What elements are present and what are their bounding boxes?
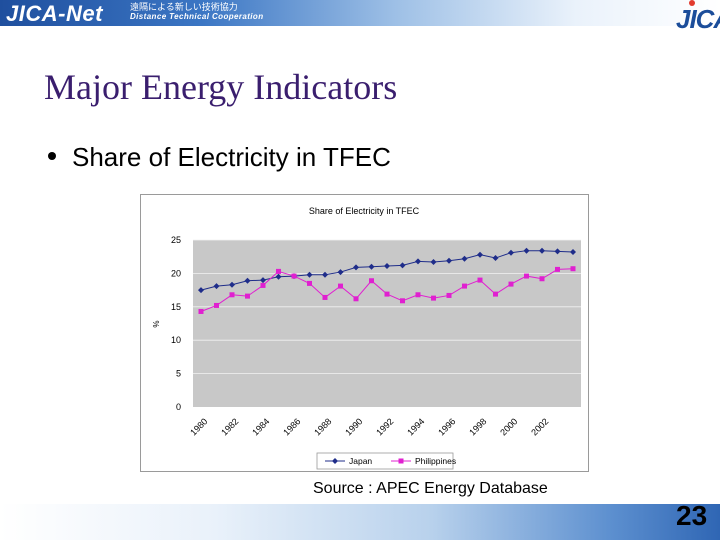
data-point-japan — [477, 251, 483, 258]
data-point-japan — [198, 287, 204, 294]
data-point-philippines — [555, 266, 560, 272]
data-point-philippines — [276, 268, 281, 274]
data-point-philippines — [322, 294, 328, 300]
source-note: Source : APEC Energy Database — [313, 480, 548, 497]
data-point-japan — [337, 269, 344, 276]
data-point-philippines — [477, 277, 483, 283]
data-point-japan — [229, 281, 235, 288]
y-tick-label: 10 — [171, 335, 181, 345]
brand-logo: JICA-Net — [6, 1, 103, 26]
data-point-philippines — [353, 296, 359, 302]
bullet-text: Share of Electricity in TFEC — [72, 142, 391, 172]
legend-marker-philippines — [398, 458, 404, 464]
y-tick-label: 20 — [171, 268, 181, 278]
legend-box — [316, 452, 454, 470]
data-point-philippines — [384, 291, 390, 297]
data-point-japan — [399, 262, 406, 269]
jica-logo-dot-icon — [689, 0, 695, 6]
data-point-japan — [260, 277, 266, 284]
data-point-philippines — [524, 273, 529, 279]
data-point-japan — [539, 247, 545, 254]
x-tick-label: 2000 — [498, 416, 519, 437]
x-tick-label: 1982 — [219, 416, 240, 437]
x-tick-label: 1984 — [250, 416, 271, 437]
header-banner: JICA-Net 遠隔による新しい技術協力 Distance Technical… — [0, 0, 720, 26]
y-tick-label: 5 — [176, 369, 181, 379]
x-tick-label: 1994 — [405, 416, 426, 437]
data-point-philippines — [291, 273, 297, 279]
slide-title: Major Energy Indicators — [44, 67, 398, 107]
data-point-japan — [353, 264, 359, 271]
data-point-philippines — [307, 280, 312, 286]
x-tick-label: 2002 — [529, 416, 550, 437]
data-point-philippines — [198, 308, 204, 314]
data-point-japan — [508, 249, 514, 256]
x-tick-label: 1988 — [312, 416, 333, 437]
data-point-japan — [213, 283, 220, 290]
chart-title: Share of Electricity in TFEC — [309, 206, 420, 216]
data-point-japan — [306, 271, 313, 278]
data-point-japan — [322, 271, 328, 278]
data-point-japan — [244, 277, 251, 284]
data-point-japan — [384, 263, 390, 270]
bullet-icon — [48, 152, 56, 160]
data-point-philippines — [493, 291, 498, 297]
data-point-japan — [368, 263, 375, 270]
x-tick-label: 1998 — [467, 416, 488, 437]
data-point-philippines — [446, 292, 452, 298]
data-point-philippines — [415, 292, 421, 298]
data-point-japan — [461, 255, 468, 262]
data-point-japan — [446, 257, 452, 264]
data-point-philippines — [260, 282, 266, 288]
tagline-english: Distance Technical Cooperation — [130, 12, 264, 21]
x-tick-label: 1990 — [343, 416, 364, 437]
x-axis: 1980 1982 1984 1986 1988 1990 1992 1994 1996 1998… — [188, 416, 550, 437]
chart-frame: Share of Electricity in TFEC 0 5 10 15 20 25 … — [140, 194, 589, 472]
data-point-philippines — [570, 266, 576, 272]
x-tick-label: 1986 — [281, 416, 302, 437]
data-point-philippines — [400, 298, 405, 304]
data-point-japan — [570, 249, 576, 256]
data-point-japan — [523, 247, 530, 254]
data-point-philippines — [508, 281, 514, 287]
y-tick-label: 25 — [171, 235, 181, 245]
line-chart: Share of Electricity in TFEC 0510152025 … — [152, 206, 581, 470]
data-point-philippines — [245, 293, 250, 299]
data-point-philippines — [431, 295, 436, 301]
x-tick-label: 1996 — [436, 416, 457, 437]
data-point-japan — [492, 255, 499, 262]
data-point-philippines — [369, 278, 374, 284]
page-number: 23 — [676, 500, 708, 531]
data-point-japan — [275, 273, 282, 280]
jica-logo: JICA — [676, 4, 720, 34]
data-point-philippines — [338, 283, 343, 289]
data-point-philippines — [229, 292, 235, 298]
legend-marker-japan — [332, 458, 338, 464]
y-axis-label: % — [152, 320, 161, 327]
grid-lines — [193, 239, 581, 375]
y-tick-label: 0 — [176, 402, 181, 412]
series-group — [198, 247, 576, 314]
x-tick-label: 1992 — [374, 416, 395, 437]
y-tick-label: 15 — [171, 302, 181, 312]
tagline-japanese: 遠隔による新しい技術協力 — [130, 2, 238, 12]
y-axis: 0 5 10 15 20 25 — [171, 235, 181, 412]
data-point-japan — [430, 259, 437, 266]
legend-label-philippines: Philippines — [415, 456, 456, 466]
brand-tagline: 遠隔による新しい技術協力 Distance Technical Cooperat… — [130, 2, 264, 22]
data-point-philippines — [539, 276, 545, 282]
data-point-philippines — [462, 283, 467, 289]
data-point-japan — [415, 258, 421, 265]
legend-label-japan: Japan — [349, 456, 372, 466]
data-point-philippines — [214, 302, 219, 308]
legend: Japan Philippines — [325, 456, 456, 466]
data-point-japan — [554, 248, 561, 255]
footer-banner — [0, 504, 720, 540]
x-tick-label: 1980 — [188, 416, 209, 437]
